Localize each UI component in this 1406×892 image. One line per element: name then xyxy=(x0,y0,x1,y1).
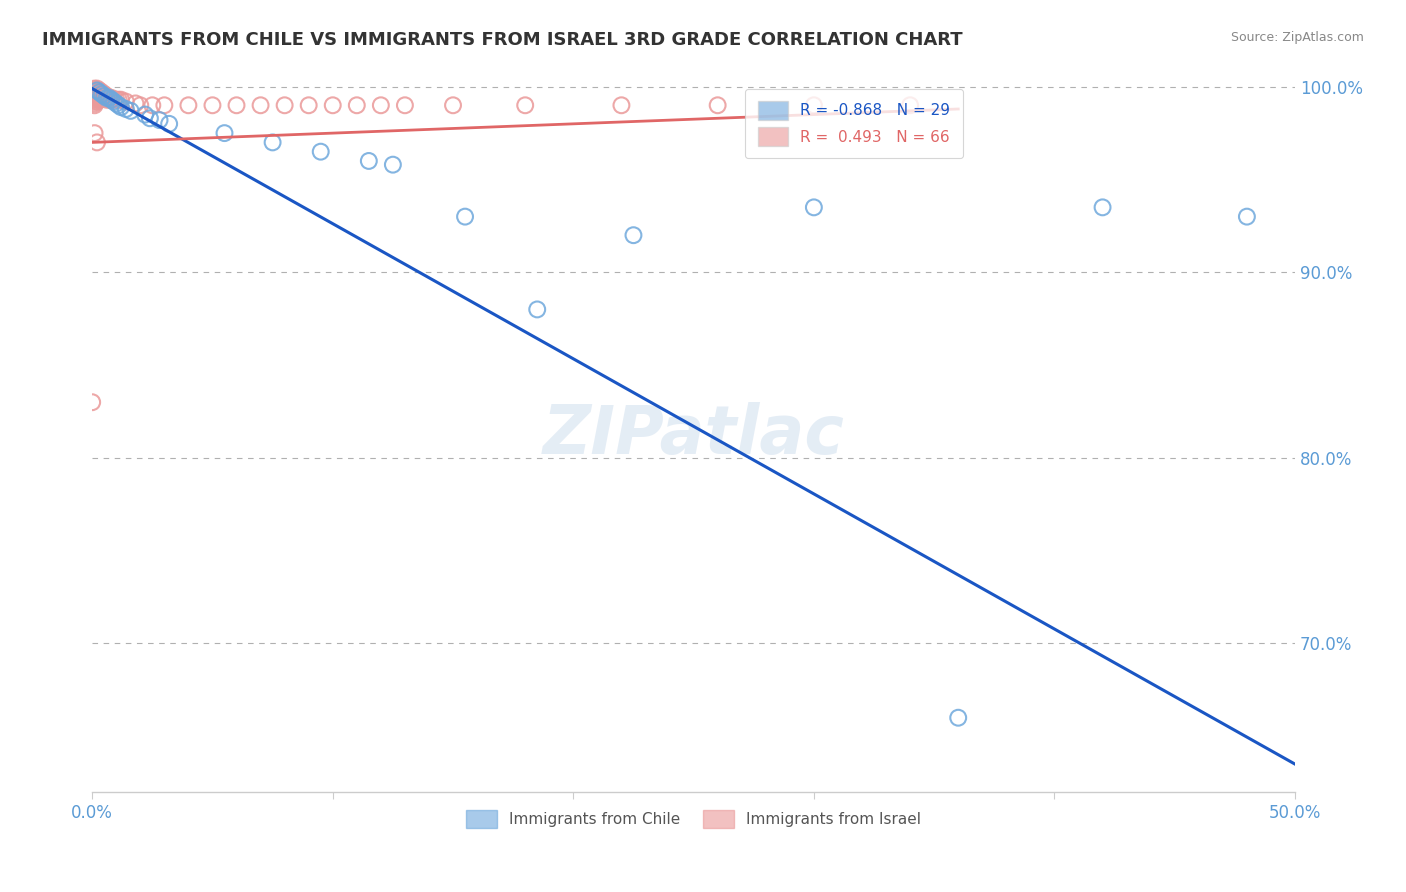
Point xyxy=(103,95,125,109)
Point xyxy=(225,98,247,112)
Point xyxy=(100,91,122,105)
Point xyxy=(357,153,380,168)
Point xyxy=(83,126,105,140)
Point xyxy=(93,87,115,102)
Point xyxy=(96,91,118,105)
Point xyxy=(86,83,108,97)
Point xyxy=(381,158,404,172)
Point xyxy=(441,98,464,112)
Point xyxy=(100,93,122,107)
Point xyxy=(83,87,105,102)
Point xyxy=(948,711,970,725)
Point xyxy=(322,98,344,112)
Point xyxy=(89,91,111,105)
Point xyxy=(139,112,162,126)
Point xyxy=(83,83,105,97)
Point xyxy=(83,93,105,107)
Point xyxy=(89,83,111,97)
Point xyxy=(105,96,128,111)
Point xyxy=(98,91,121,105)
Point xyxy=(623,228,645,243)
Point xyxy=(898,98,921,112)
Text: IMMIGRANTS FROM CHILE VS IMMIGRANTS FROM ISRAEL 3RD GRADE CORRELATION CHART: IMMIGRANTS FROM CHILE VS IMMIGRANTS FROM… xyxy=(42,31,963,49)
Point xyxy=(526,302,548,317)
Point xyxy=(214,126,236,140)
Point xyxy=(86,91,108,105)
Point xyxy=(201,98,224,112)
Point xyxy=(129,98,152,112)
Point xyxy=(153,98,176,112)
Point xyxy=(96,89,118,103)
Point xyxy=(90,85,112,99)
Point xyxy=(89,89,111,103)
Point xyxy=(83,98,105,112)
Point xyxy=(107,98,129,112)
Point xyxy=(1091,200,1114,214)
Point xyxy=(89,85,111,99)
Point xyxy=(706,98,728,112)
Point xyxy=(803,98,825,112)
Point xyxy=(83,81,105,95)
Point xyxy=(98,91,121,105)
Point xyxy=(177,98,200,112)
Point xyxy=(93,91,115,105)
Point xyxy=(93,89,115,103)
Point xyxy=(90,89,112,103)
Text: ZIPatlас: ZIPatlас xyxy=(543,401,845,467)
Point xyxy=(249,98,271,112)
Point xyxy=(110,93,132,107)
Point xyxy=(90,87,112,102)
Point xyxy=(141,98,163,112)
Point xyxy=(90,87,112,102)
Point xyxy=(83,95,105,109)
Point xyxy=(298,98,321,112)
Point xyxy=(100,93,122,107)
Point xyxy=(120,103,142,118)
Point xyxy=(98,93,121,107)
Point xyxy=(803,200,825,214)
Point xyxy=(83,85,105,99)
Point xyxy=(273,98,295,112)
Point xyxy=(86,87,108,102)
Point xyxy=(148,113,170,128)
Point xyxy=(346,98,368,112)
Point xyxy=(86,81,108,95)
Point xyxy=(394,98,416,112)
Point xyxy=(89,85,111,99)
Point xyxy=(157,117,180,131)
Point xyxy=(86,83,108,97)
Text: Source: ZipAtlas.com: Source: ZipAtlas.com xyxy=(1230,31,1364,45)
Point xyxy=(515,98,537,112)
Point xyxy=(89,93,111,107)
Point xyxy=(83,96,105,111)
Point xyxy=(610,98,633,112)
Point xyxy=(110,100,132,114)
Point xyxy=(103,93,125,107)
Point xyxy=(96,91,118,105)
Point xyxy=(107,93,129,107)
Point xyxy=(96,93,118,107)
Point xyxy=(83,91,105,105)
Point xyxy=(115,102,138,116)
Point xyxy=(262,136,284,150)
Point xyxy=(86,95,108,109)
Point xyxy=(134,107,156,121)
Point xyxy=(454,210,477,224)
Point xyxy=(82,395,104,409)
Point xyxy=(83,89,105,103)
Point xyxy=(93,89,115,103)
Legend: Immigrants from Chile, Immigrants from Israel: Immigrants from Chile, Immigrants from I… xyxy=(460,804,927,834)
Point xyxy=(124,96,146,111)
Point xyxy=(86,136,108,150)
Point xyxy=(115,95,138,109)
Point xyxy=(105,93,128,107)
Point xyxy=(89,87,111,102)
Point xyxy=(86,93,108,107)
Point xyxy=(309,145,332,159)
Point xyxy=(1236,210,1258,224)
Point xyxy=(86,85,108,99)
Point xyxy=(90,91,112,105)
Point xyxy=(86,89,108,103)
Point xyxy=(370,98,392,112)
